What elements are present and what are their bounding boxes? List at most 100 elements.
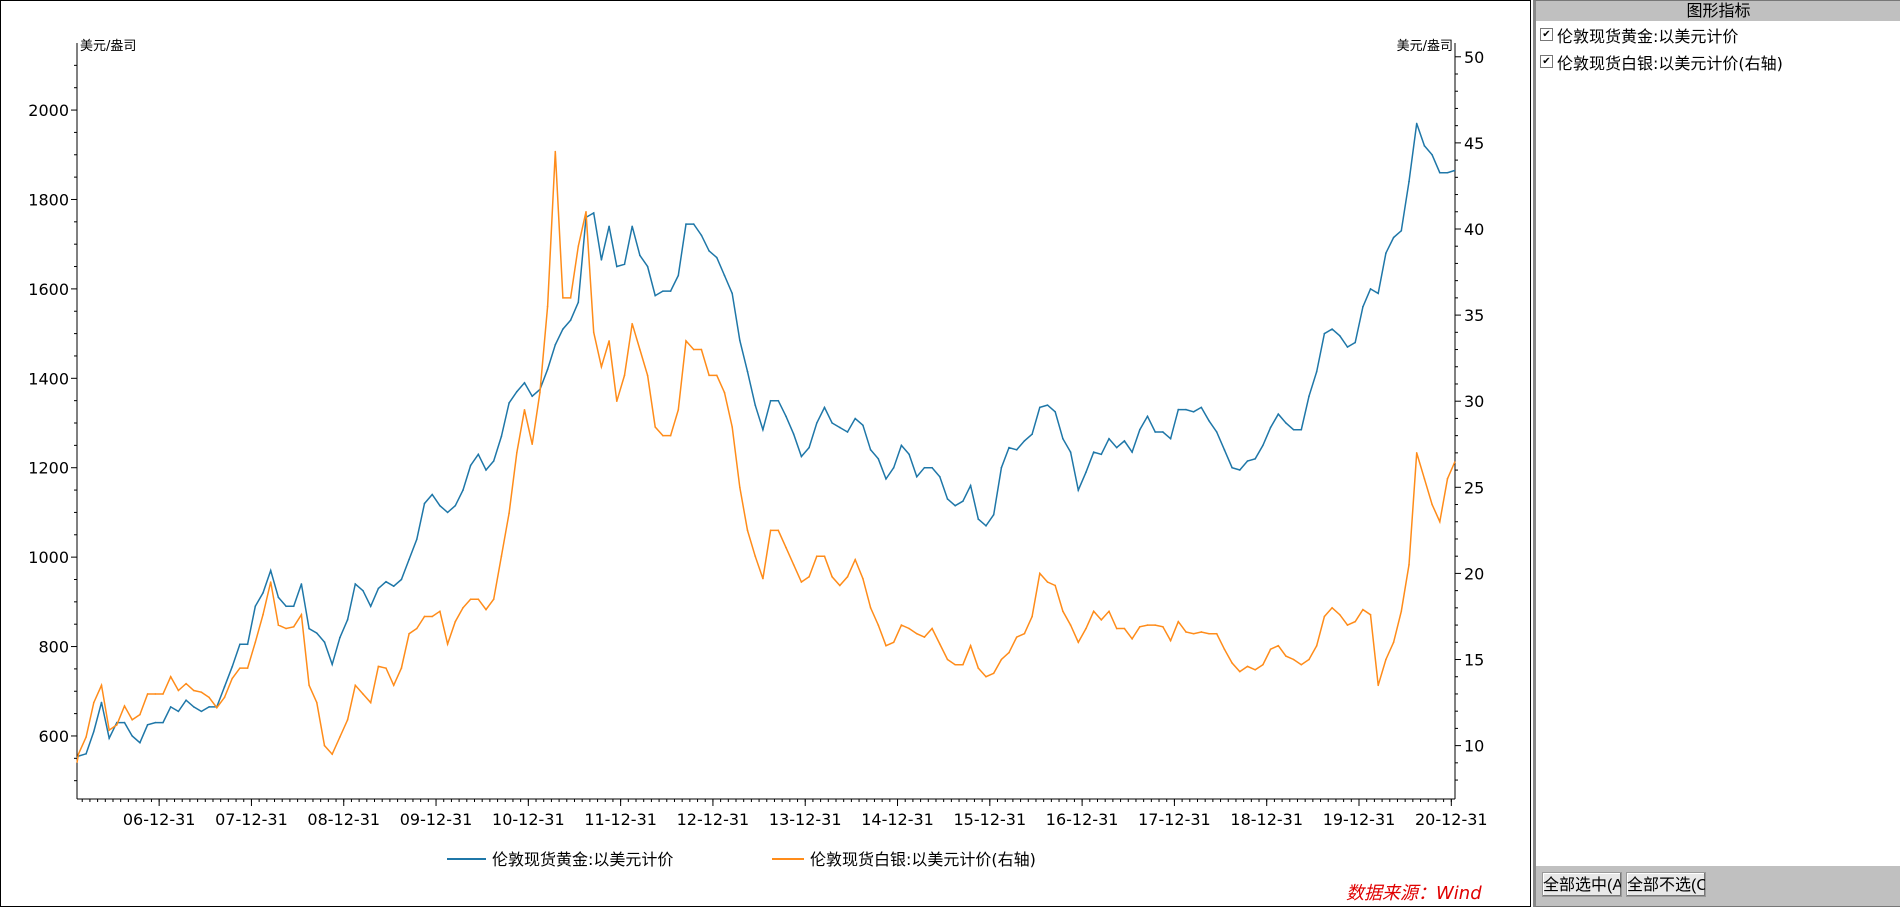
data-point <box>262 592 264 594</box>
x-tick-label: 12-12-31 <box>677 810 750 829</box>
data-point <box>1077 641 1080 644</box>
data-point <box>554 343 557 346</box>
data-point <box>1023 632 1026 635</box>
data-point <box>1292 428 1295 431</box>
data-point <box>1362 608 1364 611</box>
data-point <box>1323 332 1326 335</box>
data-point <box>1000 466 1003 469</box>
data-point <box>1438 520 1441 523</box>
data-point <box>1185 631 1187 633</box>
data-point <box>200 710 203 713</box>
data-point <box>1200 406 1203 409</box>
data-point <box>131 735 134 737</box>
data-point <box>715 256 718 259</box>
data-point <box>754 404 757 406</box>
data-point <box>1000 658 1003 661</box>
left-tick-label: 800 <box>38 638 69 657</box>
data-point <box>1300 663 1303 666</box>
data-point <box>1231 662 1233 664</box>
data-point <box>600 365 603 368</box>
data-point <box>639 348 641 351</box>
data-point <box>739 486 741 489</box>
data-point <box>439 504 441 507</box>
legend-label-gold: 伦敦现货黄金:以美元计价 <box>492 850 673 869</box>
data-point <box>1408 563 1410 566</box>
data-point <box>92 730 95 733</box>
data-point <box>239 667 241 669</box>
data-point <box>1092 451 1095 453</box>
x-tick-label: 19-12-31 <box>1323 810 1396 829</box>
data-point <box>108 729 110 731</box>
data-point <box>992 672 995 675</box>
data-point <box>1331 328 1333 330</box>
data-point <box>762 577 764 580</box>
data-point <box>900 624 903 626</box>
data-point <box>377 587 380 590</box>
data-point <box>1315 644 1318 647</box>
data-point <box>1369 613 1372 616</box>
x-tick-label: 17-12-31 <box>1138 810 1211 829</box>
data-point <box>669 434 672 437</box>
x-tick-label: 14-12-31 <box>861 810 934 829</box>
checkbox-checked-icon[interactable]: ✔ <box>1540 55 1553 68</box>
data-point <box>1315 370 1318 373</box>
data-point <box>562 297 564 299</box>
data-point <box>815 422 818 424</box>
data-point <box>500 555 503 557</box>
data-point <box>785 415 787 418</box>
data-point <box>523 381 526 384</box>
data-point <box>815 555 818 557</box>
data-point <box>508 402 510 404</box>
data-point <box>769 399 772 402</box>
data-point <box>1323 615 1326 618</box>
right-unit-label: 美元/盎司 <box>1397 39 1453 54</box>
data-point <box>416 538 418 541</box>
data-point <box>285 627 287 630</box>
data-point <box>1069 451 1072 453</box>
data-point <box>292 605 295 608</box>
data-point <box>585 210 587 213</box>
data-point <box>200 691 203 694</box>
data-point <box>1292 658 1295 661</box>
data-point <box>331 753 334 756</box>
data-point <box>269 581 272 583</box>
left-tick-label: 1200 <box>28 459 69 478</box>
data-point <box>262 613 264 616</box>
left-tick-label: 1400 <box>28 369 69 388</box>
data-point <box>316 632 318 634</box>
data-point <box>731 426 733 428</box>
data-point <box>77 753 80 756</box>
data-point <box>854 417 857 420</box>
line-chart: 600 800 1000 1200 1400 1600 1800 2000 10 15 20 25 30… <box>28 39 1487 904</box>
data-point <box>362 693 364 695</box>
data-point <box>946 498 949 500</box>
data-point <box>539 391 541 394</box>
data-point <box>423 502 426 505</box>
data-point <box>692 223 695 225</box>
data-point <box>1015 636 1018 638</box>
indicator-gold[interactable]: ✔ 伦敦现货黄金:以美元计价 <box>1536 21 1900 48</box>
data-point <box>285 605 287 608</box>
data-point <box>685 340 687 342</box>
data-point <box>1354 620 1356 623</box>
data-point <box>1377 684 1380 687</box>
data-point <box>692 348 695 351</box>
data-point <box>823 555 826 557</box>
data-point <box>308 684 310 687</box>
data-point <box>654 294 657 297</box>
data-point <box>462 489 464 491</box>
select-none-button[interactable]: 全部不选(C <box>1626 872 1706 897</box>
x-tick-label: 10-12-31 <box>492 810 565 829</box>
data-point <box>485 469 487 471</box>
data-point <box>1108 437 1110 440</box>
x-tick-label: 18-12-31 <box>1230 810 1303 829</box>
data-point <box>862 577 864 580</box>
data-point <box>192 689 195 692</box>
data-point <box>685 223 687 225</box>
data-point <box>569 297 572 299</box>
checkbox-checked-icon[interactable]: ✔ <box>1540 28 1553 41</box>
data-point <box>977 667 980 669</box>
indicator-silver[interactable]: ✔ 伦敦现货白银:以美元计价(右轴) <box>1536 48 1900 75</box>
select-all-button[interactable]: 全部选中(A <box>1542 872 1622 897</box>
data-point <box>108 737 110 739</box>
